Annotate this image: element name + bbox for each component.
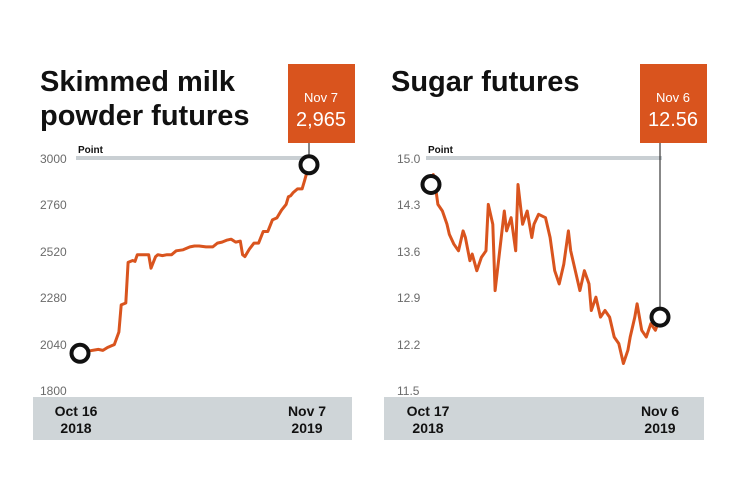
- milk-x-start-label: Oct 16: [55, 403, 98, 419]
- milk-callout-box: [288, 64, 355, 143]
- sugar-x-end-label: Nov 6: [641, 403, 679, 419]
- sugar-start-marker: [420, 174, 442, 195]
- milk-y-unit-label: Point: [78, 145, 104, 156]
- milk-y-tick: 2040: [40, 338, 67, 352]
- milk-chart-title-line2: powder futures: [40, 100, 249, 132]
- sugar-y-tick: 15.0: [397, 152, 421, 166]
- sugar-chart-title: Sugar futures: [391, 66, 580, 98]
- sugar-x-start-label: Oct 17: [407, 403, 450, 419]
- sugar-x-end-year: 2019: [644, 420, 675, 436]
- milk-callout-date: Nov 7: [304, 90, 338, 105]
- sugar-callout-value: 12.56: [648, 109, 698, 131]
- milk-y-tick: 2520: [40, 245, 67, 259]
- sugar-y-tick: 13.6: [397, 245, 421, 259]
- sugar-y-tick: 14.3: [397, 198, 421, 212]
- sugar-end-marker: [649, 306, 671, 328]
- milk-x-start-year: 2018: [60, 420, 91, 436]
- sugar-callout-date: Nov 6: [656, 90, 690, 105]
- milk-x-end-year: 2019: [291, 420, 322, 436]
- sugar-y-tick: 12.9: [397, 291, 421, 305]
- milk-y-tick: 1800: [40, 384, 67, 398]
- milk-y-tick: 3000: [40, 152, 67, 166]
- sugar-chart: Sugar futures Point 15.0 14.3 13.6 12.9 …: [384, 64, 707, 440]
- milk-callout-value: 2,965: [296, 109, 346, 131]
- sugar-y-tick: 11.5: [397, 384, 420, 398]
- milk-x-axis-band: [33, 397, 352, 440]
- milk-x-end-label: Nov 7: [288, 403, 326, 419]
- milk-y-tick: 2280: [40, 291, 67, 305]
- sugar-x-start-year: 2018: [412, 420, 443, 436]
- milk-chart-title-line1: Skimmed milk: [40, 66, 236, 98]
- sugar-series-line: [429, 173, 662, 365]
- milk-chart: Skimmed milk powder futures Point 3000 2…: [33, 64, 355, 440]
- milk-start-marker: [69, 342, 91, 364]
- sugar-y-unit-label: Point: [428, 145, 454, 156]
- milk-y-tick: 2760: [40, 198, 67, 212]
- sugar-y-tick: 12.2: [397, 338, 421, 352]
- sugar-x-axis-band: [384, 397, 704, 440]
- milk-end-marker: [298, 154, 320, 176]
- sugar-callout-box: [640, 64, 707, 143]
- milk-series-line: [79, 164, 311, 355]
